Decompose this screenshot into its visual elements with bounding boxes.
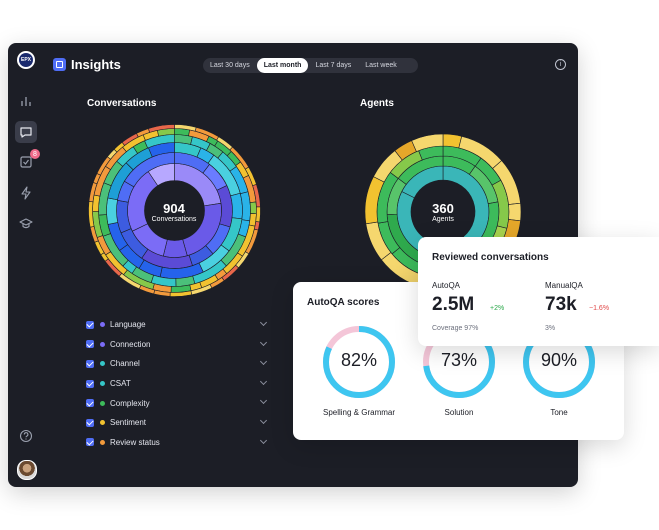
checkbox-icon[interactable] (86, 320, 94, 329)
chevron-down-icon[interactable] (259, 338, 268, 346)
legend-row-connection[interactable]: Connection (86, 335, 268, 355)
reviewed-card-title: Reviewed conversations (432, 252, 549, 263)
chevron-down-icon[interactable] (259, 318, 268, 327)
logo-text: EPX (19, 53, 33, 67)
insights-icon (53, 58, 66, 71)
segment-legend: Language Connection Channel CSAT Complex… (86, 315, 268, 453)
info-icon[interactable]: i (555, 59, 566, 70)
graduation-cap-icon (19, 218, 33, 229)
logo-icon[interactable]: EPX (17, 51, 35, 69)
manualqa-coverage: 3% (545, 325, 556, 332)
legend-dot (100, 420, 105, 426)
chevron-down-icon[interactable] (259, 377, 268, 385)
legend-row-review-status[interactable]: Review status (86, 433, 268, 453)
legend-dot (100, 341, 105, 347)
agents-caption: Agents (432, 216, 454, 223)
conversations-sunburst-chart[interactable] (87, 123, 262, 298)
sunburst-segment[interactable] (411, 133, 444, 152)
manualqa-value: 73k (545, 294, 577, 315)
help-icon (19, 429, 33, 443)
chevron-down-icon[interactable] (259, 416, 268, 425)
legend-row-complexity[interactable]: Complexity (86, 393, 268, 413)
checklist-icon (20, 156, 32, 168)
tab-last-month[interactable]: Last month (256, 58, 309, 73)
gauge-label-tone: Tone (550, 408, 568, 417)
checkbox-icon[interactable] (86, 340, 94, 349)
legend-label: Channel (110, 359, 140, 369)
autoqa-label: AutoQA (432, 281, 461, 290)
conversations-title: Conversations (87, 98, 157, 109)
tab-last-7-days[interactable]: Last 7 days (315, 62, 352, 69)
agents-title: Agents (360, 98, 394, 109)
lightning-icon (21, 186, 31, 200)
legend-label: Connection (110, 339, 151, 349)
sidebar-item-automations[interactable] (15, 182, 37, 204)
legend-dot (100, 322, 105, 328)
sunburst-segment[interactable] (230, 192, 243, 220)
sidebar-item-training[interactable] (15, 212, 37, 234)
sidebar-item-reports[interactable] (15, 90, 37, 112)
sunburst-segment[interactable] (249, 201, 257, 215)
chat-icon (20, 127, 32, 138)
sunburst-segment[interactable] (148, 124, 175, 133)
manualqa-delta: −1.6% (589, 305, 610, 312)
legend-dot (100, 361, 105, 367)
legend-label: Sentiment (110, 418, 147, 428)
legend-label: Review status (110, 437, 160, 447)
legend-label: CSAT (110, 379, 131, 389)
gauge-spelling-grammar (323, 326, 395, 398)
chevron-down-icon[interactable] (259, 358, 268, 366)
checkbox-icon[interactable] (86, 418, 94, 427)
notification-badge: 8 (30, 149, 40, 159)
sidebar-item-tasks[interactable] (15, 151, 37, 173)
sunburst-segment[interactable] (508, 202, 522, 222)
reviewed-conversations-card: Reviewed conversations AutoQA 2.5M +2% C… (418, 237, 659, 346)
legend-label: Language (110, 320, 146, 330)
sidebar: EPX 8 (8, 43, 44, 487)
conversations-total: 904 (163, 201, 185, 216)
tab-last-week[interactable]: Last week (365, 62, 397, 69)
sidebar-item-help[interactable] (15, 425, 37, 447)
autoqa-delta: +2% (490, 305, 505, 312)
sunburst-center (145, 181, 204, 240)
chevron-down-icon[interactable] (259, 436, 268, 444)
legend-row-csat[interactable]: CSAT (86, 374, 268, 394)
sunburst-segment[interactable] (106, 197, 119, 225)
checkbox-icon[interactable] (86, 438, 94, 447)
chevron-down-icon[interactable] (259, 397, 268, 405)
gauge-label-spelling-grammar: Spelling & Grammar (322, 408, 396, 417)
legend-row-channel[interactable]: Channel (86, 354, 268, 374)
checkbox-icon[interactable] (86, 359, 94, 368)
chart-bar-icon (21, 97, 31, 106)
gauge-value-tone: 90% (540, 350, 578, 370)
legend-label: Complexity (110, 398, 150, 408)
legend-row-sentiment[interactable]: Sentiment (86, 413, 268, 433)
manualqa-label: ManualQA (545, 281, 583, 290)
checkbox-icon[interactable] (86, 379, 94, 388)
gauge-label-solution: Solution (444, 408, 474, 417)
legend-dot (100, 439, 105, 445)
sunburst-center (411, 180, 475, 244)
date-range-tabs: Last 30 days Last month Last 7 days Last… (203, 58, 418, 73)
sidebar-item-conversations[interactable] (15, 121, 37, 143)
agents-total: 360 (432, 201, 454, 216)
conversations-caption: Conversations (151, 216, 197, 223)
tab-last-30-days[interactable]: Last 30 days (210, 62, 250, 69)
gauge-value-solution: 73% (440, 350, 478, 370)
legend-dot (100, 400, 105, 406)
page-title: Insights (71, 57, 121, 72)
autoqa-coverage: Coverage 97% (432, 325, 479, 332)
legend-row-language[interactable]: Language (86, 315, 268, 335)
avatar[interactable] (17, 460, 37, 480)
legend-dot (100, 381, 105, 387)
autoqa-card-title: AutoQA scores (307, 297, 380, 308)
checkbox-icon[interactable] (86, 399, 94, 408)
sunburst-segment[interactable] (442, 133, 463, 149)
gauge-value-spelling-grammar: 82% (340, 350, 378, 370)
autoqa-value: 2.5M (432, 294, 475, 315)
sunburst-segment[interactable] (255, 206, 261, 223)
